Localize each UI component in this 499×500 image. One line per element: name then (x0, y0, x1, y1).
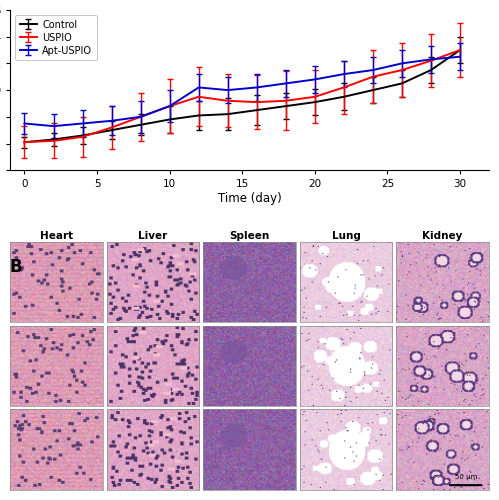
Title: Lung: Lung (332, 231, 360, 241)
Title: Spleen: Spleen (230, 231, 269, 241)
Title: Kidney: Kidney (423, 231, 463, 241)
Title: Liver: Liver (138, 231, 168, 241)
Text: B: B (10, 258, 22, 276)
X-axis label: Time (day): Time (day) (218, 192, 281, 205)
Legend: Control, USPIO, Apt-USPIO: Control, USPIO, Apt-USPIO (15, 15, 97, 60)
Text: 50 μm: 50 μm (455, 474, 477, 480)
Title: Heart: Heart (40, 231, 73, 241)
